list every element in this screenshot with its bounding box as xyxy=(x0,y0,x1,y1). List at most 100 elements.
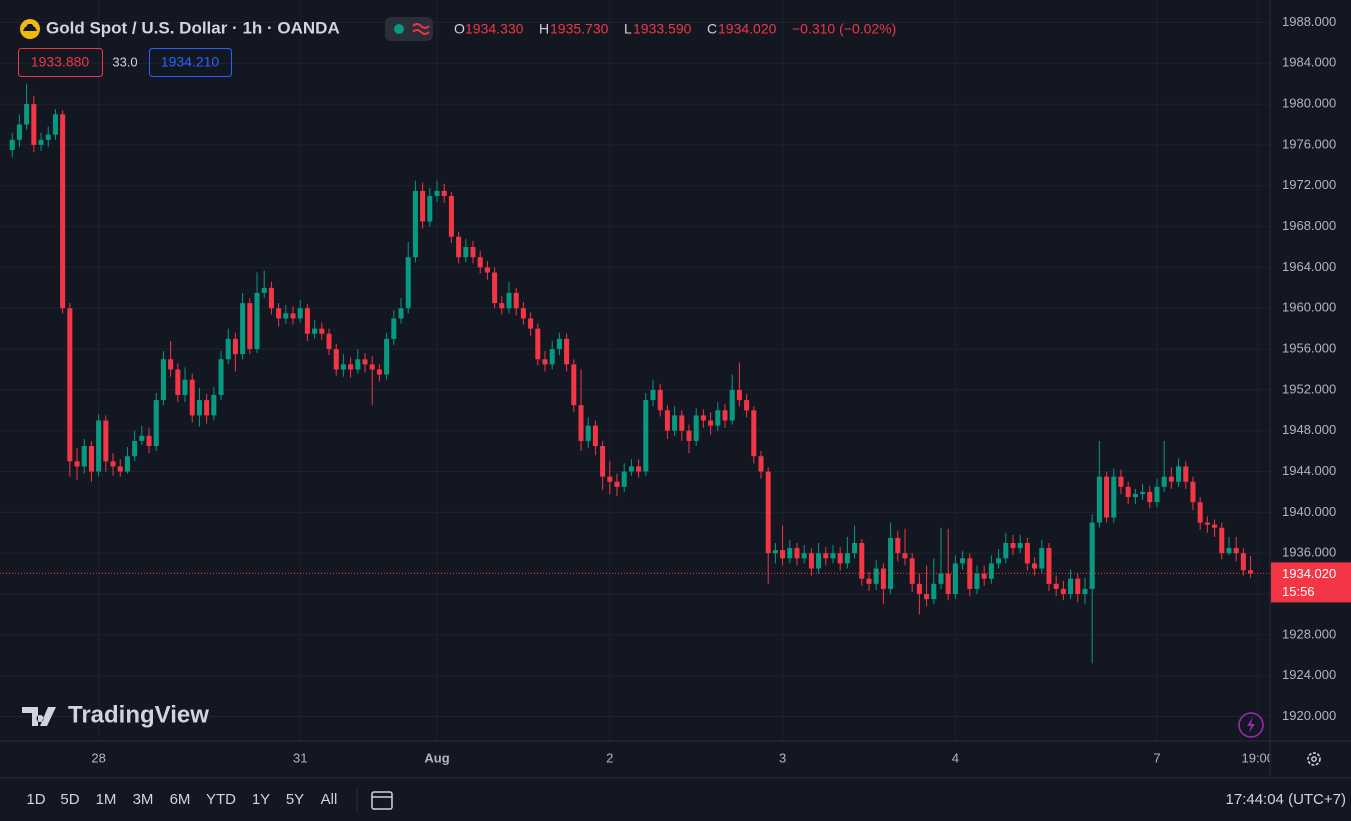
candle-body xyxy=(585,425,591,441)
candle-body xyxy=(268,287,274,309)
candle-body xyxy=(110,461,116,467)
candle-body xyxy=(621,471,627,487)
candle-body xyxy=(643,400,649,472)
grid xyxy=(0,0,1270,741)
candle-body xyxy=(1082,588,1088,595)
candle-body xyxy=(816,553,822,569)
y-axis: 1920.0001924.0001928.0001932.0001936.000… xyxy=(1271,14,1351,723)
candle-body xyxy=(916,583,922,595)
candle-body xyxy=(528,318,534,329)
candle-body xyxy=(189,379,195,416)
range-button[interactable]: 1Y xyxy=(252,791,270,808)
last-price-label: 1934.020 xyxy=(1282,566,1336,581)
candle-body xyxy=(1226,548,1232,554)
candle-body xyxy=(506,292,512,309)
candle-body xyxy=(160,359,166,401)
range-button[interactable]: 3M xyxy=(133,791,154,808)
ohlc-value: 1935.730 xyxy=(550,21,609,37)
candle-body xyxy=(1096,476,1102,523)
candle-body xyxy=(153,400,159,447)
candle-body xyxy=(175,369,181,395)
settings-icon[interactable] xyxy=(1307,752,1321,766)
candle-body xyxy=(1089,522,1095,589)
range-button[interactable]: 5Y xyxy=(286,791,304,808)
candle-body xyxy=(1240,553,1246,571)
candle-body xyxy=(247,303,253,350)
clock[interactable]: 17:44:04 (UTC+7) xyxy=(1226,791,1346,808)
candle-body xyxy=(232,338,238,355)
y-tick-label: 1928.000 xyxy=(1282,626,1336,641)
candle-body xyxy=(52,114,58,135)
range-button[interactable]: 1D xyxy=(26,791,45,808)
spread: 33.0 xyxy=(112,54,137,69)
candle-body xyxy=(355,359,361,370)
candle-body xyxy=(139,435,145,441)
candle-body xyxy=(693,415,699,441)
range-button[interactable]: 1M xyxy=(96,791,117,808)
candle-body xyxy=(909,558,915,584)
ohlc-value: 1934.020 xyxy=(718,21,777,37)
x-tick-label: 4 xyxy=(952,750,959,765)
candle-body xyxy=(700,415,706,421)
candle-body xyxy=(924,594,930,600)
candle-body xyxy=(499,303,505,309)
candle-body xyxy=(974,573,980,589)
candle-body xyxy=(477,257,483,268)
candle-body xyxy=(1032,563,1038,569)
ohlc-key: H xyxy=(539,21,549,37)
bid-price[interactable]: 1933.880 xyxy=(31,54,90,70)
candle-body xyxy=(196,400,202,416)
y-tick-label: 1964.000 xyxy=(1282,259,1336,274)
y-tick-label: 1944.000 xyxy=(1282,463,1336,478)
candle-body xyxy=(326,333,332,350)
candle-body xyxy=(9,139,15,151)
candle-body xyxy=(376,369,382,375)
x-tick-label: 7 xyxy=(1153,750,1160,765)
candle-body xyxy=(945,573,951,595)
y-tick-label: 1972.000 xyxy=(1282,177,1336,192)
candle-body xyxy=(542,359,548,365)
candle-body xyxy=(1204,522,1210,525)
candle-body xyxy=(398,308,404,319)
x-tick-label: 28 xyxy=(91,750,105,765)
alert-icon[interactable] xyxy=(1238,712,1264,738)
candle-body xyxy=(888,537,894,589)
candle-body xyxy=(117,466,123,472)
range-button[interactable]: 5D xyxy=(60,791,79,808)
candle-body xyxy=(1039,548,1045,569)
candle-body xyxy=(513,292,519,309)
candle-body xyxy=(873,568,879,584)
range-button[interactable]: All xyxy=(321,791,338,808)
x-tick-label: 2 xyxy=(606,750,613,765)
candle-body xyxy=(1233,548,1239,554)
symbol-title[interactable]: Gold Spot / U.S. Dollar · 1h · OANDA xyxy=(46,18,340,37)
candle-body xyxy=(420,190,426,222)
ask-price[interactable]: 1934.210 xyxy=(161,54,220,70)
candle-body xyxy=(319,328,325,334)
candle-body xyxy=(607,476,613,482)
candle-body xyxy=(664,410,670,431)
ohlc-key: O xyxy=(454,21,465,37)
candle-body xyxy=(837,553,843,564)
candle-body xyxy=(830,553,836,559)
candle-body xyxy=(1168,476,1174,482)
buy-box[interactable] xyxy=(149,48,232,77)
status-pill[interactable] xyxy=(385,17,433,41)
candle-body xyxy=(952,563,958,595)
sell-box[interactable] xyxy=(18,48,103,77)
ohlc-value: 1933.590 xyxy=(633,21,692,37)
candle-body xyxy=(988,563,994,579)
ohlc-value: 1934.330 xyxy=(465,21,524,37)
candle-body xyxy=(902,553,908,559)
range-button[interactable]: 6M xyxy=(170,791,191,808)
candle-body xyxy=(880,568,886,589)
candle-body xyxy=(218,359,224,395)
market-open-dot xyxy=(394,24,404,34)
date-range-icon[interactable] xyxy=(371,791,393,810)
candle-body xyxy=(614,481,620,487)
x-tick-label: 3 xyxy=(779,750,786,765)
candle-body xyxy=(636,466,642,472)
candle-body xyxy=(931,583,937,600)
candle-body xyxy=(204,400,210,416)
range-button[interactable]: YTD xyxy=(206,791,236,808)
